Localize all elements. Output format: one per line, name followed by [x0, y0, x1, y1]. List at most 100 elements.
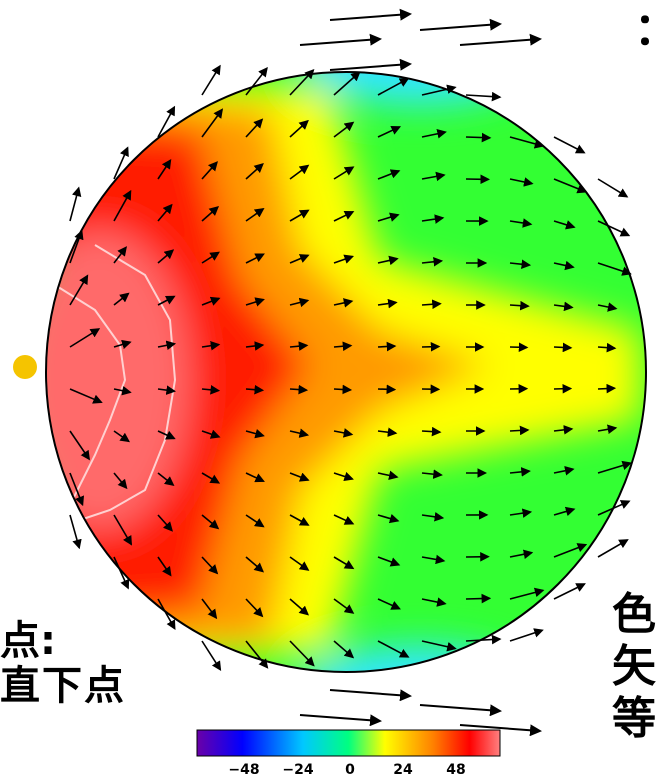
wind-arrow [201, 108, 224, 138]
wind-arrow [553, 301, 574, 312]
colorbar-tick: −24 [282, 762, 314, 778]
wind-arrow [509, 508, 533, 518]
wind-arrow [201, 556, 219, 575]
wind-arrow [69, 430, 90, 461]
wind-arrow [509, 549, 534, 559]
wind-arrow [289, 384, 309, 395]
wind-arrow [69, 328, 101, 348]
wind-arrow [201, 429, 221, 439]
wind-arrow [377, 255, 399, 266]
wind-arrow [157, 430, 176, 440]
wind-arrow [201, 296, 221, 306]
wind-arrow [553, 136, 586, 154]
wind-arrow [333, 71, 361, 96]
wind-arrow [157, 556, 172, 577]
wind-arrow [421, 469, 443, 479]
wind-arrow [157, 158, 172, 180]
colorbar [196, 729, 501, 757]
wind-arrow [329, 58, 412, 71]
wind-arrow [69, 472, 85, 507]
wind-arrow [421, 256, 444, 267]
wind-arrow [289, 556, 310, 571]
wind-arrow [201, 251, 220, 264]
wind-arrow [333, 298, 354, 308]
wind-arrow [377, 298, 398, 309]
wind-arrow [245, 207, 265, 222]
wind-arrow [421, 512, 445, 522]
wind-arrow [113, 385, 132, 396]
wind-arrow [509, 177, 534, 187]
wind-arrow [553, 543, 588, 558]
wind-arrow [509, 136, 545, 149]
wind-arrow [421, 640, 457, 652]
wind-arrow [597, 220, 631, 237]
wind-arrow [69, 274, 89, 306]
wind-arrow [289, 341, 309, 351]
wind-arrow [157, 249, 175, 264]
wind-arrow [201, 514, 220, 530]
wind-arrow [377, 556, 401, 567]
wind-arrow [553, 583, 586, 600]
wind-arrow [333, 166, 355, 180]
wind-arrow [333, 121, 355, 138]
wind-arrow [157, 385, 176, 395]
wind-arrow [69, 388, 103, 404]
wind-arrow [289, 209, 310, 222]
wind-arrow [421, 554, 446, 565]
right-label-line-2: 矢 [612, 641, 656, 692]
wind-arrow [333, 640, 355, 659]
colorbar-tick: −48 [228, 762, 260, 778]
wind-arrow [509, 628, 544, 642]
wind-arrow [157, 514, 173, 532]
wind-arrow [245, 556, 265, 573]
wind-arrow [509, 467, 531, 477]
wind-arrow [377, 78, 410, 96]
wind-arrow [553, 220, 576, 230]
colorbar-tick: 24 [393, 762, 413, 778]
wind-arrow [509, 218, 533, 228]
wind-arrow [201, 161, 218, 180]
wind-arrow [69, 514, 82, 550]
wind-arrow [201, 472, 221, 484]
wind-arrow [329, 689, 412, 702]
wind-arrow [377, 427, 398, 437]
wind-arrow [289, 640, 315, 667]
wind-arrow [597, 302, 618, 312]
wind-arrow [113, 430, 131, 443]
wind-arrow [245, 514, 265, 528]
wind-arrow [421, 299, 442, 310]
wind-arrow [333, 428, 354, 438]
wind-arrow [113, 246, 127, 264]
wind-arrow [553, 178, 587, 194]
left-label-line-2: 直下点 [0, 663, 126, 709]
wind-arrow [333, 210, 355, 222]
corner-mark: ： [634, 8, 656, 52]
wind-arrow [289, 297, 310, 308]
wind-arrow [333, 384, 353, 395]
wind-arrow [157, 105, 176, 138]
wind-arrow [553, 342, 573, 353]
wind-arrow [377, 212, 400, 222]
wind-arrow [329, 8, 412, 21]
wind-arrow [553, 506, 576, 517]
wind-arrow [289, 472, 310, 482]
wind-arrow [157, 295, 176, 306]
wind-arrow [113, 472, 128, 490]
wind-arrow [465, 132, 492, 143]
wind-arrow [421, 214, 445, 224]
wind-arrow [597, 500, 631, 516]
wind-arrow [419, 18, 502, 31]
wind-arrow [289, 119, 309, 138]
wind-arrow [333, 598, 355, 614]
wind-arrow [465, 593, 492, 604]
wind-arrow [245, 472, 265, 483]
wind-arrow [289, 598, 310, 616]
wind-arrow [333, 254, 355, 264]
wind-arrow [553, 425, 574, 435]
wind-arrow [333, 471, 354, 482]
wind-arrow [245, 253, 265, 264]
wind-arrow [597, 342, 617, 353]
wind-arrow [113, 146, 129, 180]
wind-arrow [421, 597, 447, 607]
